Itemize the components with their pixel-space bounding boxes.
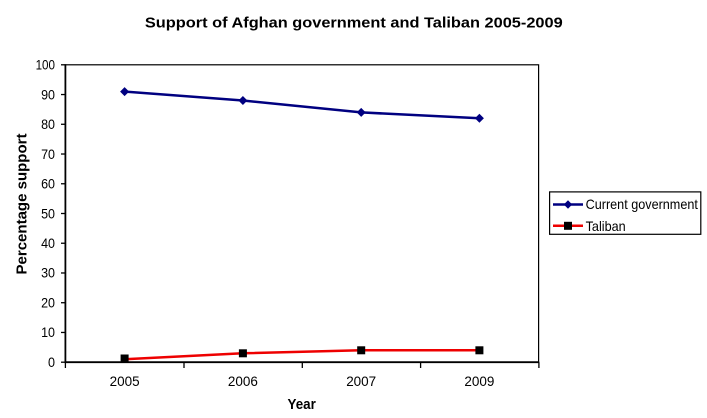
svg-text:10: 10 <box>41 324 55 340</box>
svg-text:Year: Year <box>288 396 316 413</box>
svg-text:0: 0 <box>48 354 55 370</box>
svg-text:30: 30 <box>41 265 55 281</box>
svg-text:80: 80 <box>41 116 55 132</box>
svg-text:90: 90 <box>41 86 55 102</box>
svg-text:20: 20 <box>41 295 55 311</box>
svg-text:100: 100 <box>36 57 56 73</box>
svg-text:2009: 2009 <box>464 373 494 389</box>
svg-text:70: 70 <box>41 146 55 162</box>
svg-text:Taliban: Taliban <box>586 218 626 234</box>
svg-text:2005: 2005 <box>110 373 140 389</box>
svg-text:Percentage support: Percentage support <box>13 133 30 274</box>
svg-text:50: 50 <box>41 205 55 221</box>
svg-text:60: 60 <box>41 176 55 192</box>
svg-text:Current government: Current government <box>586 196 698 212</box>
svg-text:40: 40 <box>41 235 55 251</box>
svg-text:Support of Afghan government a: Support of Afghan government and Taliban… <box>145 14 563 31</box>
svg-text:2007: 2007 <box>346 373 376 389</box>
svg-text:2006: 2006 <box>228 373 258 389</box>
